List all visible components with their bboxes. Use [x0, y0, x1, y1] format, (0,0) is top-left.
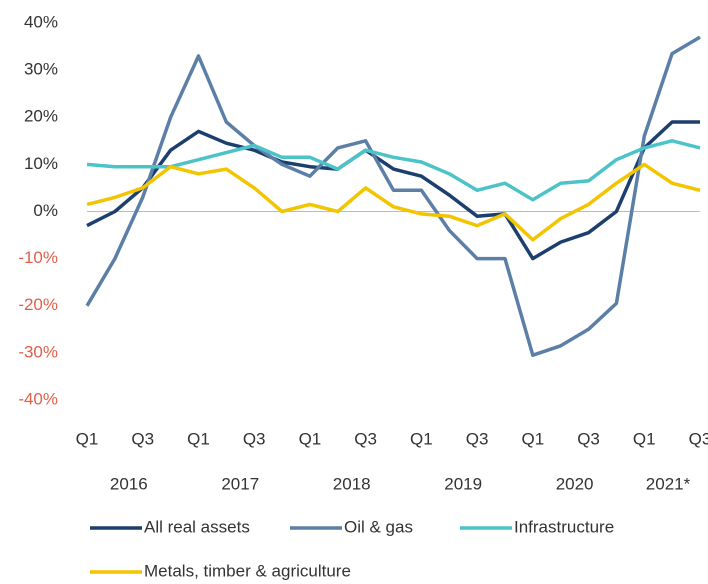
x-tick-label: Q3: [243, 429, 266, 448]
y-tick-label: 40%: [24, 12, 58, 31]
year-label: 2020: [556, 474, 594, 493]
year-label: 2018: [333, 474, 371, 493]
y-tick-label: -40%: [18, 389, 58, 408]
x-tick-label: Q1: [299, 429, 322, 448]
y-tick-label: -10%: [18, 248, 58, 267]
year-label: 2019: [444, 474, 482, 493]
x-tick-label: Q3: [131, 429, 154, 448]
y-tick-label: 30%: [24, 60, 58, 79]
x-tick-label: Q1: [187, 429, 210, 448]
year-label: 2016: [110, 474, 148, 493]
y-tick-label: -20%: [18, 295, 58, 314]
legend-label: Metals, timber & agriculture: [144, 561, 351, 580]
year-label: 2017: [221, 474, 259, 493]
legend-label: All real assets: [144, 517, 250, 536]
x-tick-label: Q3: [354, 429, 377, 448]
series-line: [85, 35, 701, 357]
x-tick-label: Q1: [410, 429, 433, 448]
x-tick-label: Q3: [689, 429, 708, 448]
legend-label: Oil & gas: [344, 517, 413, 536]
x-tick-label: Q1: [76, 429, 99, 448]
y-tick-label: 10%: [24, 154, 58, 173]
series-line: [86, 120, 700, 261]
series-line: [86, 139, 701, 202]
series-line: [86, 162, 701, 242]
y-tick-label: 20%: [24, 107, 58, 126]
legend-label: Infrastructure: [514, 517, 614, 536]
x-tick-label: Q1: [633, 429, 656, 448]
x-tick-label: Q1: [521, 429, 544, 448]
x-tick-label: Q3: [466, 429, 489, 448]
y-tick-label: 0%: [33, 201, 58, 220]
year-label: 2021*: [646, 474, 691, 493]
x-tick-label: Q3: [577, 429, 600, 448]
y-tick-label: -30%: [18, 342, 58, 361]
